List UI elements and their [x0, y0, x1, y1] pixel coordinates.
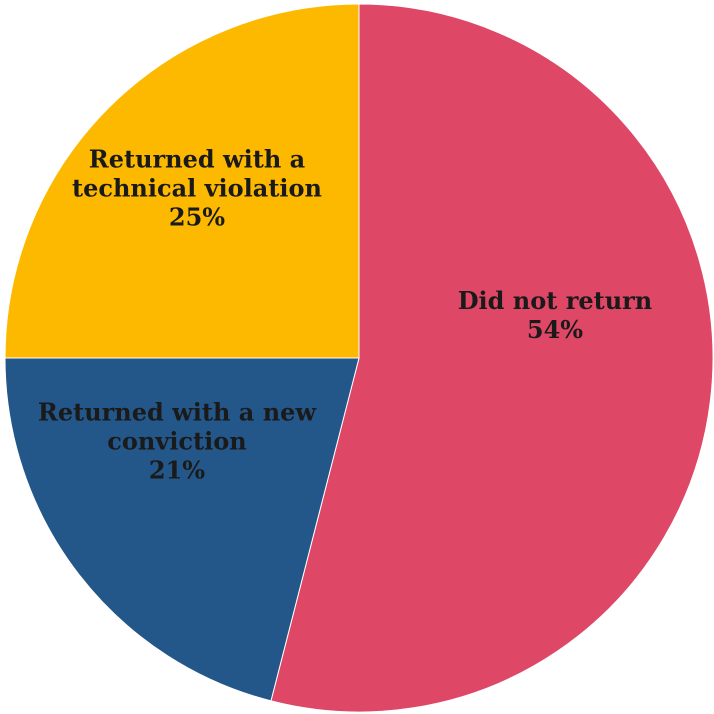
slice-label-2-line-0: Returned with a: [89, 145, 305, 174]
slice-label-1-line-1: conviction: [107, 427, 246, 456]
slice-label-1-line-0: Returned with a new: [38, 398, 318, 427]
pie-slice-1: [4, 357, 360, 702]
slice-value-label-1: 21%: [149, 456, 205, 485]
pie-slices: [4, 3, 714, 713]
slice-label-0-line-0: Did not return: [458, 286, 653, 315]
slice-value-label-0: 54%: [527, 315, 583, 344]
slice-value-label-2: 25%: [169, 203, 225, 232]
slice-label-2-line-1: technical violation: [72, 174, 322, 203]
pie-slice-2: [4, 3, 360, 359]
pie-slice-0: [270, 3, 714, 713]
